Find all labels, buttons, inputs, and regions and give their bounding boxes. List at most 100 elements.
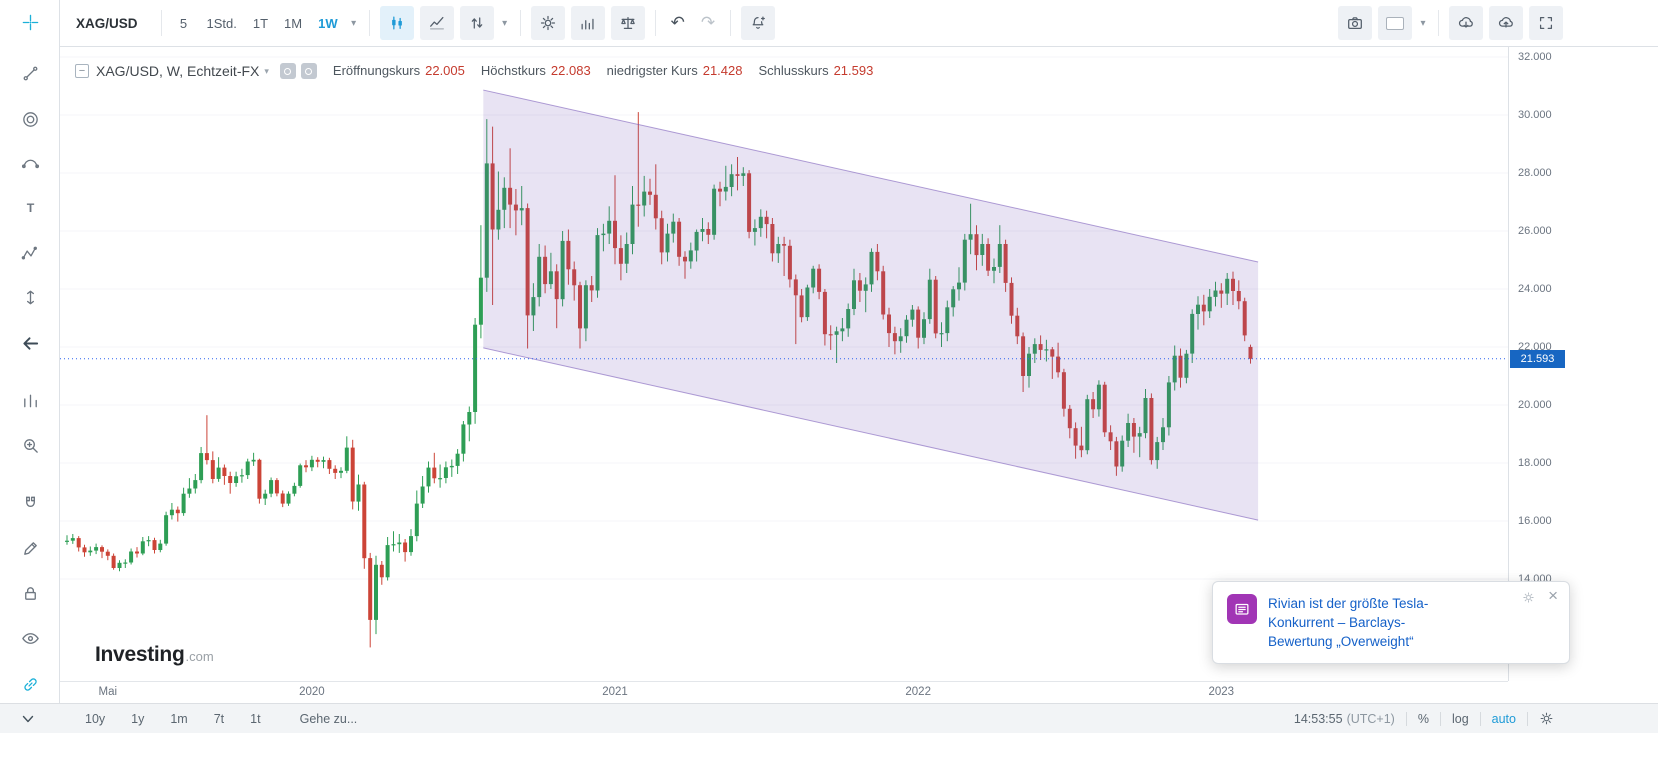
time-axis-label: 2022 <box>905 686 931 698</box>
line-style-button[interactable] <box>419 6 454 40</box>
candlestick-style-button[interactable] <box>379 6 414 40</box>
zoom-tool-button[interactable] <box>16 431 44 459</box>
settings-button[interactable] <box>530 6 565 40</box>
svg-text:T: T <box>26 200 34 214</box>
cloud-upload-icon <box>1498 17 1513 28</box>
pitchfork-tool-button[interactable] <box>16 148 44 176</box>
log-scale-button[interactable]: log <box>1451 711 1469 726</box>
back-arrow-tool-button[interactable] <box>16 329 44 357</box>
toolbar-separator <box>730 10 732 36</box>
notification-text[interactable]: Rivian ist der größte Tesla- Konkurrent … <box>1268 594 1468 651</box>
timeframe-1m-button[interactable]: 1M <box>284 15 303 31</box>
layout-button[interactable] <box>1378 6 1412 40</box>
timeframe-dropdown-icon[interactable]: ▾ <box>351 17 357 29</box>
price-axis-label: 28.000 <box>1518 167 1552 179</box>
bottom-toolbar: 10y 1y 1m 7t 1t Gehe zu... 14:53:55 (UTC… <box>0 703 1658 733</box>
drawing-toolbar: T <box>0 0 60 703</box>
notification-close-icon[interactable]: × <box>1548 586 1558 605</box>
link-tool-button[interactable] <box>16 670 44 698</box>
timeframe-5-button[interactable]: 5 <box>179 15 188 31</box>
auto-scale-button[interactable]: auto <box>1491 711 1516 726</box>
range-1m-button[interactable]: 1m <box>170 711 188 726</box>
ohlc-field-label: Eröffnungskurs <box>332 63 421 78</box>
chevron-down-icon <box>22 715 34 722</box>
arrow-left-icon <box>22 336 38 350</box>
bars-pattern-tool-button[interactable] <box>16 386 44 414</box>
axis-settings-button[interactable] <box>1539 711 1554 726</box>
symbol-button[interactable]: XAG/USD <box>76 15 138 31</box>
fib-circles-tool-button[interactable] <box>16 105 44 133</box>
compare-button[interactable] <box>610 6 645 40</box>
percent-scale-button[interactable]: % <box>1417 711 1429 726</box>
fullscreen-button[interactable] <box>1529 6 1563 40</box>
range-1t-button[interactable]: 1t <box>250 711 261 726</box>
notification-settings-icon[interactable] <box>1522 591 1535 609</box>
price-axis-label: 20.000 <box>1518 399 1552 411</box>
range-1y-button[interactable]: 1y <box>131 711 145 726</box>
price-range-tool-button[interactable] <box>16 283 44 311</box>
crosshair-tool-button[interactable] <box>16 8 44 36</box>
compare-scales-icon <box>620 16 635 30</box>
chevron-down-icon[interactable]: ▾ <box>264 65 269 76</box>
pattern-zigzag-icon <box>21 246 37 259</box>
text-icon: T <box>26 200 34 214</box>
lock-tool-button[interactable] <box>16 579 44 607</box>
timeframe-1w-button[interactable]: 1W <box>318 15 338 31</box>
legend-settings-icon[interactable] <box>300 63 317 79</box>
pencil-icon <box>23 541 37 555</box>
lock-icon <box>24 586 36 600</box>
settings-gear-icon <box>1523 592 1534 603</box>
indicators-button[interactable] <box>570 6 605 40</box>
bottom-bar-separator <box>1405 711 1407 726</box>
candlestick-chart[interactable] <box>60 47 1508 681</box>
price-axis-label: 30.000 <box>1518 109 1552 121</box>
toolbar-separator <box>368 10 370 36</box>
notification-line: Rivian ist der größte Tesla- <box>1268 596 1429 611</box>
price-axis[interactable]: 32.000 30.000 28.000 26.000 24.000 22.000 20.0… <box>1508 47 1658 681</box>
time-axis-label: 2021 <box>602 686 628 698</box>
cloud-download-icon <box>1458 17 1473 28</box>
circle-glyph <box>284 67 292 75</box>
crosshair-icon <box>22 14 38 30</box>
notification-line: Konkurrent – Barclays- <box>1268 615 1406 630</box>
price-axis-label: 32.000 <box>1518 51 1552 63</box>
text-tool-button[interactable]: T <box>16 193 44 221</box>
alert-button[interactable] <box>741 6 776 40</box>
price-axis-label: 24.000 <box>1518 283 1552 295</box>
collapse-legend-button[interactable]: − <box>75 64 89 78</box>
magnet-tool-button[interactable] <box>16 489 44 517</box>
updown-arrows-button[interactable] <box>459 6 494 40</box>
cloud-download-button[interactable] <box>1449 6 1483 40</box>
collapse-drawing-bar-button[interactable] <box>18 709 38 729</box>
circle-glyph <box>305 67 313 75</box>
screenshot-button[interactable] <box>1338 6 1372 40</box>
legend-title[interactable]: XAG/USD, W, Echtzeit-FX <box>96 63 260 79</box>
pattern-tool-button[interactable] <box>16 239 44 267</box>
time-axis-label: Mai <box>98 686 118 698</box>
camera-icon <box>1348 17 1362 30</box>
time-axis[interactable]: Mai 2020 2021 2022 2023 <box>60 681 1508 703</box>
layout-dropdown-icon[interactable]: ▾ <box>1420 17 1426 29</box>
goto-date-button[interactable]: Gehe zu... <box>299 711 358 726</box>
timeframe-1t-button[interactable]: 1T <box>252 15 269 31</box>
cloud-upload-button[interactable] <box>1489 6 1523 40</box>
style-dropdown-icon[interactable]: ▾ <box>502 17 508 29</box>
draw-tool-button[interactable] <box>16 534 44 562</box>
line-style-icon <box>429 16 444 30</box>
visibility-tool-button[interactable] <box>16 624 44 652</box>
ohlc-field-label: niedrigster Kurs <box>606 63 698 78</box>
price-axis-label: 16.000 <box>1518 515 1552 527</box>
undo-button[interactable]: ↶ <box>670 13 685 32</box>
indicators-icon <box>581 18 594 30</box>
chart-canvas[interactable]: − XAG/USD, W, Echtzeit-FX ▾ Eröffnungsku… <box>60 47 1508 681</box>
newspaper-icon <box>1235 603 1249 615</box>
range-7t-button[interactable]: 7t <box>213 711 225 726</box>
legend-visibility-icon[interactable] <box>279 63 296 79</box>
link-icon <box>23 677 37 691</box>
ohlc-field-value: 22.083 <box>550 63 591 78</box>
trendline-tool-button[interactable] <box>16 59 44 87</box>
bottom-bar-right: 14:53:55 (UTC+1) % log auto <box>1294 711 1554 726</box>
range-10y-button[interactable]: 10y <box>85 711 106 726</box>
timeframe-1std-button[interactable]: 1Std. <box>206 15 237 31</box>
eye-icon <box>21 632 39 644</box>
